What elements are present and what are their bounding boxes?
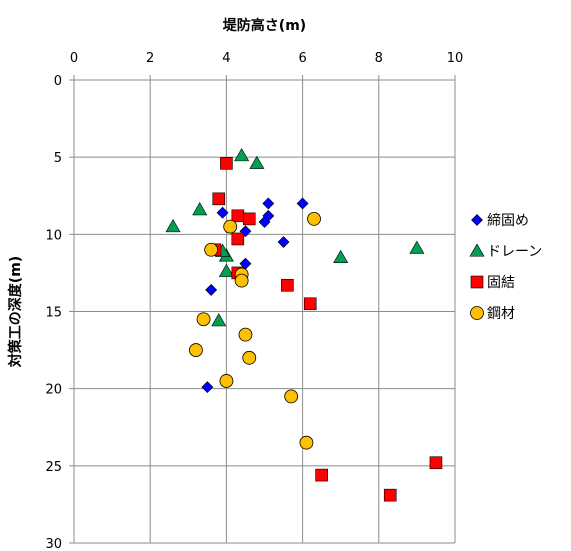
y-tick-label: 25 [45,460,62,475]
legend-entry: 鋼材 [470,306,515,322]
series-2 [165,148,425,327]
data-point [262,197,275,210]
legend-marker [469,243,485,257]
data-point [218,263,234,277]
legend-entry: 固結 [470,275,515,291]
data-point [231,209,245,223]
data-point [284,389,299,404]
data-point [223,219,238,234]
legend-label: 固結 [487,275,515,291]
data-point [333,249,349,264]
data-point [231,232,245,246]
data-point [429,456,443,470]
data-point [234,273,249,288]
legend-label: 締固め [487,212,529,229]
data-point [234,148,250,162]
data-point [281,278,294,292]
data-point [196,312,211,327]
y-tick-label: 5 [54,151,62,166]
data-point [249,155,265,169]
legend-marker [470,306,484,320]
x-tick-label: 8 [375,51,383,66]
legend-label: ドレーン [487,244,542,260]
data-point [315,468,328,482]
legend-label: 鋼材 [487,306,515,322]
legend-marker [471,214,483,226]
data-point [299,435,314,450]
y-tick-label: 30 [45,537,62,551]
data-point [296,197,309,210]
x-tick-label: 2 [146,51,154,66]
data-point [212,192,226,206]
data-point [165,219,181,233]
data-point [201,381,214,394]
data-point [242,350,257,365]
series-4 [189,211,321,450]
series-1 [201,197,309,394]
x-tick-label: 6 [298,51,306,66]
data-point [242,212,256,226]
axes: 0 2 4 6 8 10 0 5 10 15 20 25 30 [45,51,463,551]
data-point [220,157,233,170]
data-point [192,202,208,216]
grid [74,80,456,544]
data-point [409,240,425,254]
data-point [238,327,253,342]
data-point [189,343,203,357]
data-point [216,206,229,219]
y-tick-label: 20 [45,383,62,398]
data-point [262,209,275,222]
data-point [204,242,219,257]
data-points [165,148,443,502]
data-point [383,488,397,502]
x-axis-title: 堤防高さ(m) [223,17,306,34]
legend-marker [470,275,484,289]
x-tick-label: 10 [447,51,464,66]
x-tick-label: 0 [70,51,78,66]
y-axis-title: 対策工の深度(m) [7,256,24,368]
legend-entry: 締固め [471,212,529,229]
data-point [277,236,290,248]
data-point [307,211,321,226]
data-point [211,313,227,327]
data-point [205,283,218,296]
data-point [303,297,317,311]
legend-entry: ドレーン [469,243,542,260]
y-tick-label: 10 [45,228,62,243]
x-tick-label: 4 [222,51,230,66]
y-tick-label: 15 [45,306,62,321]
data-point [219,374,234,388]
y-tick-label: 0 [54,74,62,89]
